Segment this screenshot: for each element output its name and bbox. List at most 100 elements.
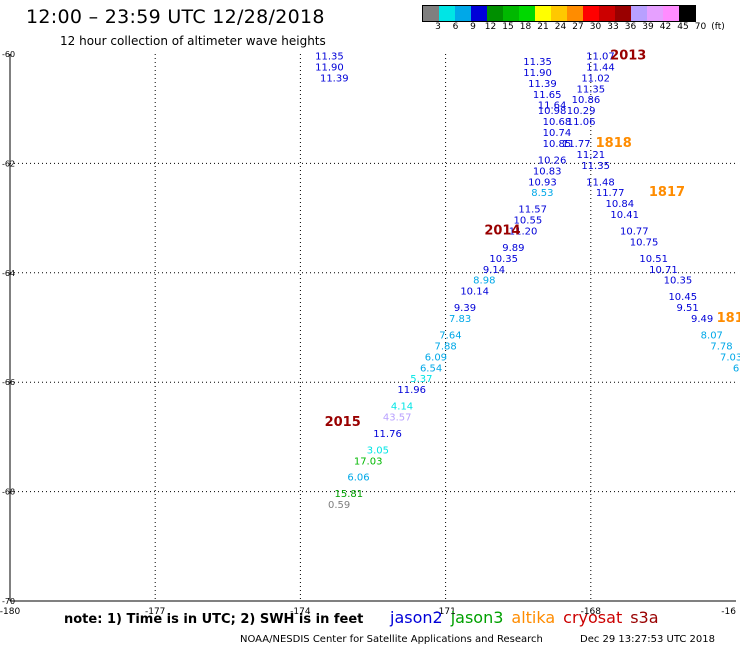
color-scale-label: 3 bbox=[435, 22, 441, 32]
color-swatch bbox=[471, 6, 487, 21]
color-scale-label: (ft) bbox=[711, 22, 725, 32]
legend-item: cryosat bbox=[563, 608, 623, 627]
data-label: 11.90 bbox=[523, 68, 552, 79]
axis-ticks: -180 -177 -174 -171 -168 -16 -60 -62 -64 -66 -68 -7… bbox=[0, 50, 736, 617]
data-label: 10.85 bbox=[543, 139, 572, 150]
data-label: 3.05 bbox=[367, 445, 389, 456]
y-tick-label: -70 bbox=[2, 597, 15, 606]
color-scale-bar bbox=[422, 5, 696, 22]
data-label: 43.57 bbox=[383, 412, 412, 423]
track-label: 2013 bbox=[610, 48, 646, 63]
legend-item: altika bbox=[511, 608, 556, 627]
color-scale-label: 30 bbox=[589, 22, 602, 32]
color-scale-label: 9 bbox=[470, 22, 476, 32]
data-label: 9.49 bbox=[691, 314, 713, 325]
plot-frame bbox=[9, 54, 736, 602]
x-tick-label: -16 bbox=[721, 607, 736, 617]
data-label: 0.59 bbox=[328, 500, 350, 511]
data-label: 10.29 bbox=[567, 106, 596, 117]
color-swatch bbox=[663, 6, 679, 21]
color-scale-label: 24 bbox=[554, 22, 567, 32]
color-swatch bbox=[551, 6, 567, 21]
data-label: 5.37 bbox=[410, 374, 432, 385]
color-scale-label: 21 bbox=[537, 22, 549, 32]
x-tick-label: -180 bbox=[0, 607, 20, 617]
data-label: 4.14 bbox=[391, 402, 413, 413]
data-label: 6.54 bbox=[420, 363, 442, 374]
color-swatch bbox=[455, 6, 471, 21]
color-scale-label: 70 bbox=[694, 22, 707, 32]
data-label: 10.98 bbox=[538, 106, 567, 117]
data-label: 8.07 bbox=[701, 330, 723, 341]
data-label: 11.77 bbox=[596, 188, 625, 199]
data-label: 17.03 bbox=[354, 456, 383, 467]
data-label: 11.64 bbox=[538, 101, 567, 112]
y-tick-label: -68 bbox=[2, 488, 15, 497]
data-label: 8.98 bbox=[473, 276, 495, 287]
data-label: 11.76 bbox=[373, 429, 402, 440]
color-swatch bbox=[599, 6, 615, 21]
data-label: 11.57 bbox=[518, 205, 547, 216]
color-scale-label: 27 bbox=[572, 22, 584, 32]
data-label: 10.93 bbox=[528, 177, 557, 188]
color-swatch bbox=[519, 6, 535, 21]
legend-item: jason3 bbox=[450, 608, 504, 627]
y-tick-label: -64 bbox=[2, 269, 15, 278]
data-label: 7.78 bbox=[710, 341, 732, 352]
data-label: 11.07 bbox=[586, 51, 615, 62]
color-scale-label: 39 bbox=[642, 22, 654, 32]
data-label: 10.84 bbox=[606, 199, 635, 210]
data-label: 15.81 bbox=[334, 489, 363, 500]
credit-text: NOAA/NESDIS Center for Satellite Applica… bbox=[240, 634, 543, 645]
color-scale-labels: 3 6 9 12 15 18 21 24 27 30 33 36 39 42 45 70 (ft) bbox=[422, 22, 740, 34]
data-label: 6.09 bbox=[425, 352, 447, 363]
color-scale-label: 36 bbox=[624, 22, 637, 32]
y-tick-label: -66 bbox=[2, 378, 15, 387]
color-scale-label: 18 bbox=[519, 22, 532, 32]
color-scale-label: 33 bbox=[607, 22, 619, 32]
data-label: 10.26 bbox=[538, 155, 567, 166]
track-label: 1818 bbox=[596, 136, 632, 151]
chart-subtitle: 12 hour collection of altimeter wave hei… bbox=[60, 34, 326, 48]
data-label: 10.35 bbox=[664, 276, 693, 287]
color-swatch bbox=[567, 6, 583, 21]
color-scale-label: 45 bbox=[677, 22, 689, 32]
data-label: 9.39 bbox=[454, 303, 476, 314]
data-label: 11.35 bbox=[581, 161, 610, 172]
data-label: 11.20 bbox=[509, 227, 538, 238]
data-label: 10.77 bbox=[620, 227, 649, 238]
track-label: 2015 bbox=[325, 415, 361, 430]
color-swatch bbox=[503, 6, 519, 21]
data-label: 11.65 bbox=[533, 90, 562, 101]
track-label: 181 bbox=[717, 311, 740, 326]
data-label: 7.64 bbox=[439, 330, 461, 341]
track-label: 1817 bbox=[649, 185, 685, 200]
data-label: 9.51 bbox=[676, 303, 698, 314]
y-tick-label: -62 bbox=[2, 159, 15, 168]
legend-item: s3a bbox=[630, 608, 659, 627]
timestamp-text: Dec 29 13:27:53 UTC 2018 bbox=[580, 634, 715, 645]
data-label: 11.44 bbox=[586, 62, 615, 73]
color-swatch bbox=[647, 6, 663, 21]
satellite-legend: jason2 jason3 altika cryosat s3a bbox=[390, 608, 659, 627]
x-tick-label: -171 bbox=[435, 607, 455, 617]
data-label: 10.86 bbox=[572, 95, 601, 106]
data-label: 8.53 bbox=[531, 188, 553, 199]
x-tick-label: -174 bbox=[290, 607, 311, 617]
data-label: 11.35 bbox=[523, 57, 552, 68]
data-label: 10.55 bbox=[514, 216, 543, 227]
legend-item: jason2 bbox=[390, 608, 443, 627]
data-label: 11.96 bbox=[397, 385, 426, 396]
data-label: 10.68 bbox=[543, 117, 572, 128]
x-tick-label: -168 bbox=[581, 607, 602, 617]
data-label: 11.39 bbox=[320, 73, 349, 84]
data-label: 9.89 bbox=[502, 243, 524, 254]
data-label: 10.45 bbox=[668, 292, 697, 303]
data-points: 11.3511.9011.3911.3511.9011.3911.6511.64… bbox=[315, 51, 740, 511]
data-label: 6.6 bbox=[733, 363, 740, 374]
data-label: 11.77 bbox=[562, 139, 591, 150]
data-label: 10.83 bbox=[533, 166, 562, 177]
data-label: 10.35 bbox=[489, 254, 518, 265]
data-label: 11.35 bbox=[315, 51, 344, 62]
data-label: 10.75 bbox=[630, 237, 659, 248]
